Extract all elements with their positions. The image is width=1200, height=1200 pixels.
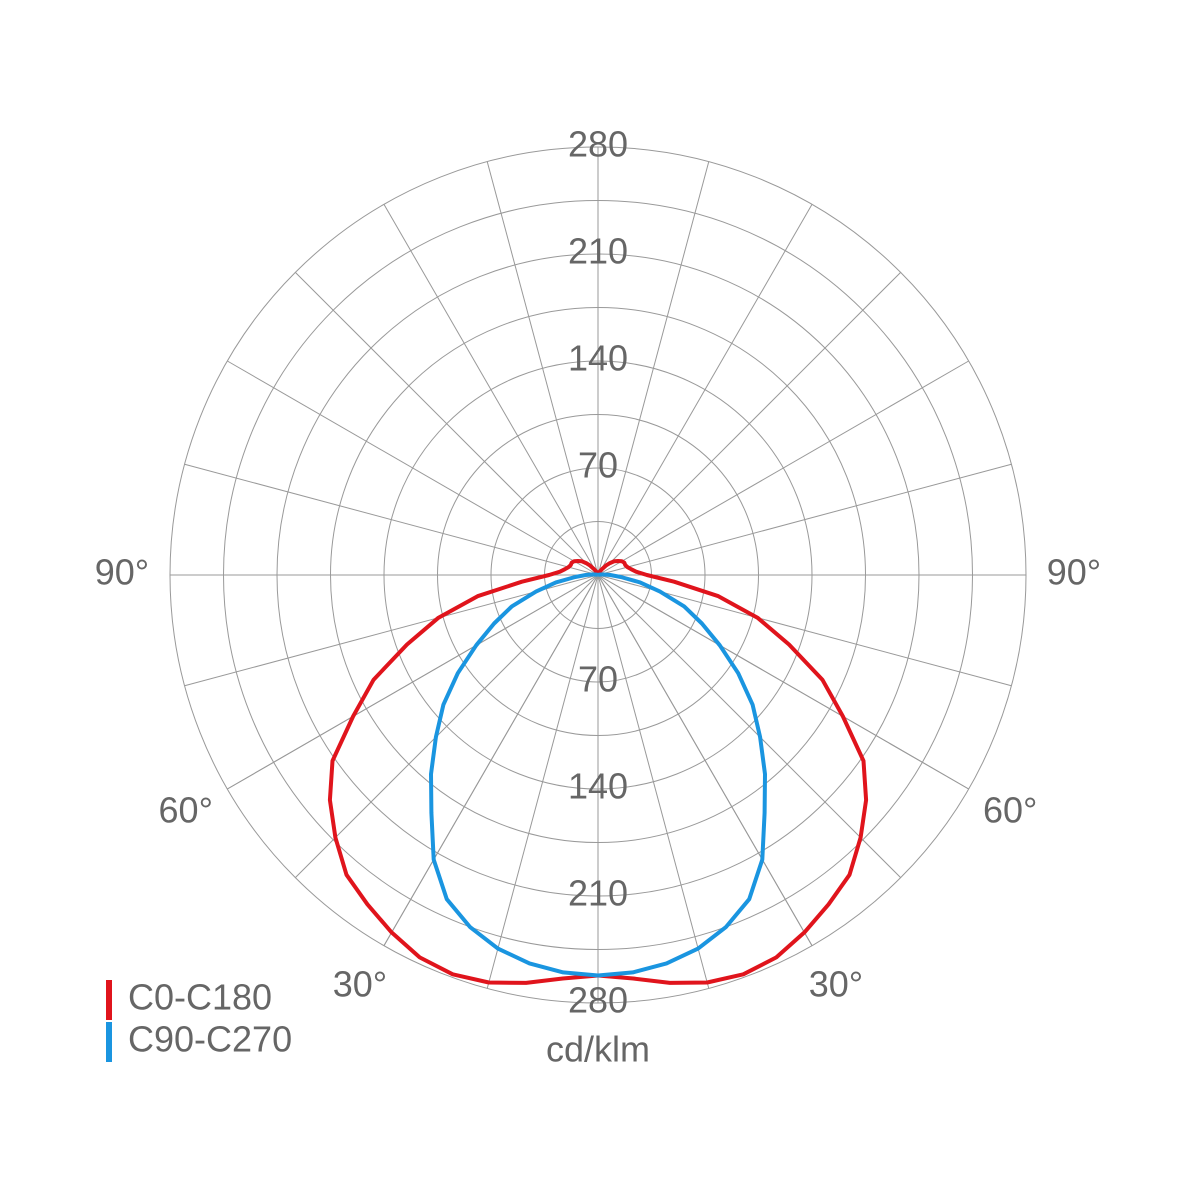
legend-swatch	[106, 1022, 112, 1062]
legend-label: C90-C270	[128, 1019, 292, 1060]
grid-ring	[490, 467, 706, 683]
r-tick-label: 140	[568, 338, 628, 379]
r-tick-label: 70	[578, 445, 618, 486]
r-tick-label: 280	[568, 124, 628, 165]
angle-tick-label: 30°	[333, 964, 387, 1005]
angle-tick-label: 90°	[95, 552, 149, 593]
series-line	[327, 559, 600, 985]
r-tick-label: 140	[568, 766, 628, 807]
angle-tick-label: 60°	[159, 790, 213, 831]
angle-tick-label: 60°	[983, 790, 1037, 831]
r-tick-label: 210	[568, 231, 628, 272]
r-tick-label: 70	[578, 659, 618, 700]
angle-tick-label: 30°	[809, 964, 863, 1005]
legend-swatch	[106, 980, 112, 1020]
grid-ring	[383, 360, 813, 790]
r-tick-label: 280	[568, 980, 628, 1021]
grid-ring	[169, 146, 1027, 1004]
grid-ring	[276, 253, 920, 897]
unit-label: cd/klm	[546, 1029, 650, 1070]
series-line	[429, 572, 599, 978]
r-tick-label: 210	[568, 873, 628, 914]
series-line	[596, 559, 869, 985]
legend-label: C0-C180	[128, 977, 272, 1018]
series-line	[597, 572, 767, 978]
angle-tick-label: 90°	[1047, 552, 1101, 593]
